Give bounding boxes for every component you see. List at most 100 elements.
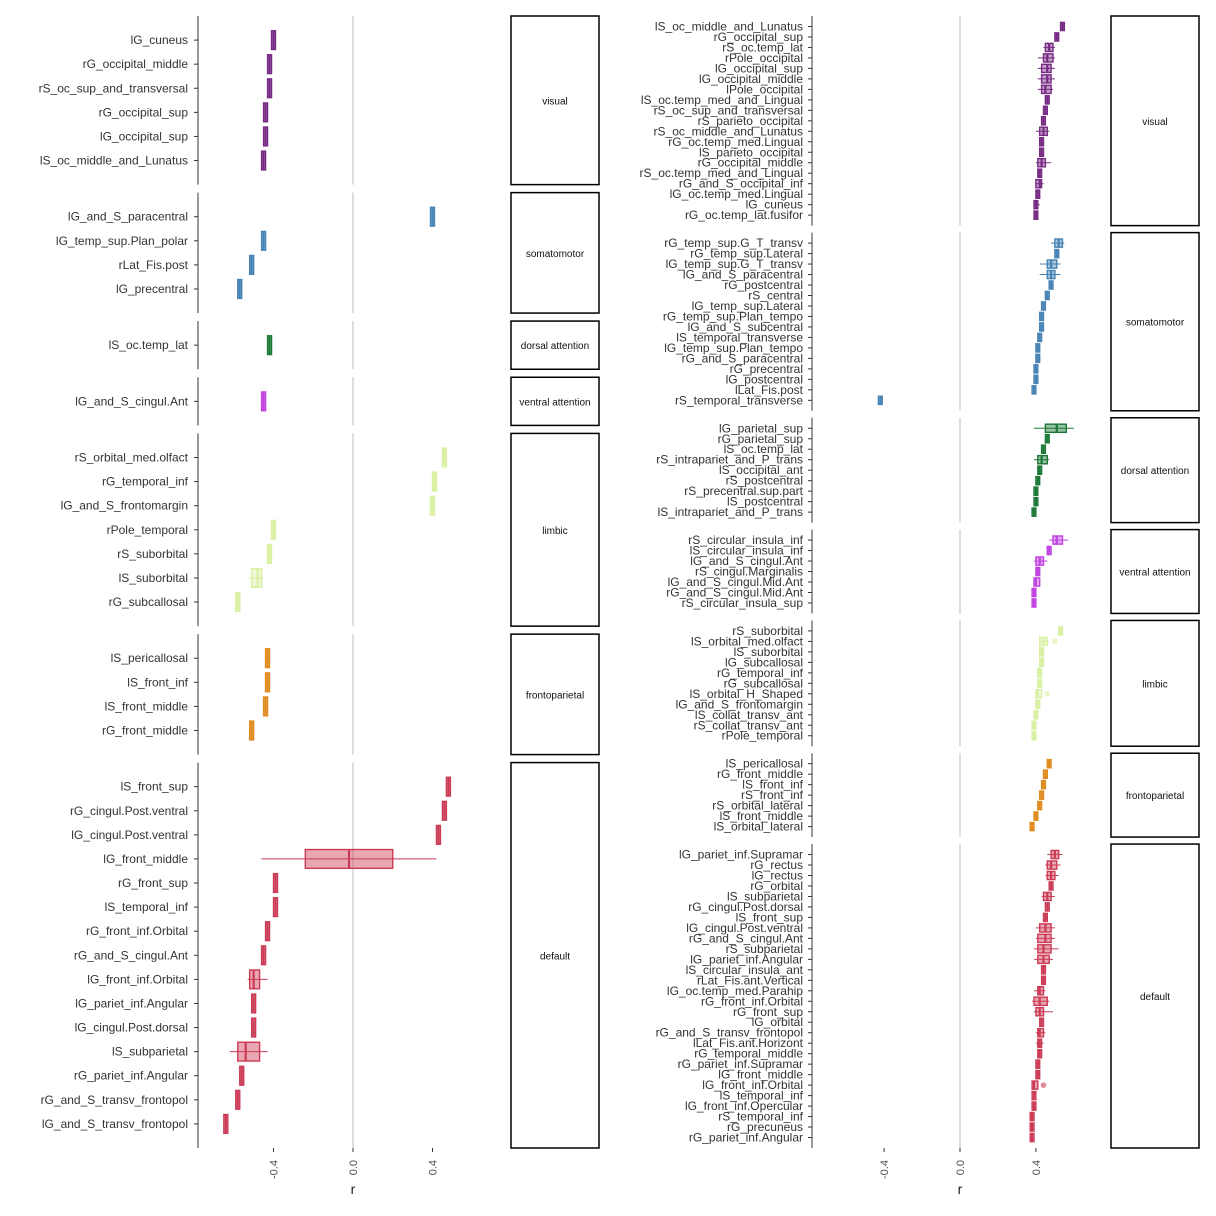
box-item: rG_subcallosal [109, 591, 241, 613]
box-item: rG_front_inf.Orbital [701, 994, 1050, 1008]
y-tick-label: rG_occipital_middle [698, 156, 804, 170]
y-tick-label: rS_oc.temp_lat [722, 40, 803, 54]
y-tick-label: rG_subcallosal [724, 676, 803, 690]
box-item: lS_oc_middle_and_Lunatus [655, 19, 1066, 33]
y-tick-label: lG_and_S_subcentral [688, 320, 803, 334]
facet-strip-label: dorsal attention [1121, 466, 1189, 477]
y-tick-label: rS_temporal_inf [718, 1110, 803, 1124]
y-tick-label: lG_temp_sup.Plan_tempo [664, 341, 803, 355]
box-item: lLat_Fis.post [735, 383, 1037, 397]
y-tick-label: rG_pariet_inf.Angular [74, 1069, 188, 1083]
y-tick-label: rG_occipital_middle [83, 57, 189, 71]
y-tick-label: lLat_Fis.post [735, 383, 804, 397]
y-tick-label: rG_postcentral [724, 278, 803, 292]
y-tick-label: lG_occipital_sup [715, 61, 803, 75]
y-tick-label: rS_orbital_med.olfact [75, 451, 189, 465]
box-item: rG_and_S_transv_frontopol [41, 1089, 241, 1110]
y-tick-label: rS_intrapariet_and_P_trans [656, 453, 803, 467]
y-tick-label: lLat_Fis.ant.Horizont [693, 1036, 804, 1050]
box-item: rG_front_middle [717, 767, 1048, 781]
y-tick-label: rS_circular_insula_inf [688, 533, 803, 547]
y-tick-label: lS_front_sup [121, 780, 189, 794]
box-item: rS_parieto_occipital [698, 114, 1047, 128]
box-item: rG_and_S_cingul.Ant [689, 931, 1055, 945]
y-tick-label: rG_parietal_sup [718, 432, 804, 446]
y-tick-label: lG_cingul.Post.dorsal [75, 1021, 188, 1035]
y-tick-label: lS_front_inf [742, 778, 803, 792]
y-tick-label: lS_circular_insula_inf [690, 544, 804, 558]
box-item: lG_pariet_inf.Angular [690, 952, 1053, 966]
y-tick-label: lG_front_middle [103, 852, 188, 866]
box-item: rS_central [748, 289, 1050, 303]
box-item: lG_front_middle [718, 1068, 1041, 1082]
box-item: rG_oc.temp_med.Lingual [668, 135, 1045, 149]
box-item: rS_oc_sup_and_transversal [39, 78, 273, 99]
y-tick-label: rG_front_middle [717, 767, 803, 781]
box-item: rS_postcentral [726, 474, 1041, 488]
right-panel: visuallS_oc_middle_and_LunatusrG_occipit… [640, 15, 1200, 1197]
box-item: lG_and_S_cingul.Ant [75, 391, 267, 412]
box-item: rS_oc.temp_med_and_Lingual [640, 166, 1043, 180]
box-item: lS_pericallosal [111, 648, 271, 669]
y-tick-label: rS_collat_transv_ant [694, 718, 804, 732]
y-tick-label: lG_cuneus [131, 33, 188, 47]
x-tick-label: 0.4 [427, 1160, 439, 1175]
box-item: rG_temporal_inf [102, 471, 438, 492]
y-tick-label: lS_temporal_inf [720, 1089, 804, 1103]
x-axis-title: r [351, 1181, 356, 1197]
box-item: rG_temp_sup.G_T_transv [664, 236, 1065, 250]
box-item: lG_occipital_sup [100, 126, 269, 147]
y-tick-label: lS_front_sup [736, 910, 804, 924]
box-item: lG_occipital_middle [699, 72, 1055, 86]
y-tick-label: rS_postcentral [726, 474, 803, 488]
box-item: rG_orbital [750, 879, 1054, 893]
box-item: rS_orbital_med.olfact [75, 447, 448, 468]
box-item: lS_collat_transv_ant [695, 708, 1039, 722]
y-tick-label: lG_precentral [116, 282, 188, 296]
outlier-point [1052, 638, 1058, 645]
box-item: lS_front_inf [127, 672, 271, 693]
box-item: rS_front_inf [741, 788, 1045, 802]
box-item: rG_pariet_inf.Supramar [678, 1057, 1041, 1071]
box-item: lG_subcallosal [725, 655, 1045, 669]
box-item: lS_front_inf [742, 778, 1047, 792]
y-tick-label: lPole_occipital [726, 82, 803, 96]
facet-strip-label: ventral attention [1119, 568, 1190, 579]
y-tick-label: rG_temp_sup.Lateral [690, 247, 803, 261]
box-item: rG_postcentral [724, 278, 1054, 292]
y-tick-label: lG_oc.temp_med.Lingual [670, 187, 803, 201]
y-tick-label: lS_orbital_lateral [714, 820, 803, 834]
box-item: rG_precentral [730, 362, 1039, 376]
facet-frontoparietal: frontoparietal lS_pericallosalrG_front_mi… [712, 752, 1200, 838]
facet-strip-label: visual [542, 96, 568, 107]
facet-ventral-attention: ventral attention rS_circular_insula_infl… [666, 528, 1200, 615]
box-item: lG_oc.temp_med.Lingual [670, 187, 1041, 201]
facet-somatomotor: somatomotor lG_and_S_paracentral lG_temp_s… [56, 191, 600, 314]
facet-strip-label: frontoparietal [1126, 791, 1184, 802]
box-item: rS_temporal_inf [718, 1110, 1035, 1124]
box-item: rS_oc_sup_and_transversal [654, 103, 1048, 117]
box-item: rG_cingul.Post.ventral [70, 800, 448, 821]
y-tick-label: rG_and_S_cingul.Mid.Ant [666, 585, 803, 599]
facet-strip [510, 633, 600, 756]
box-item: lG_and_S_cingul.Mid.Ant [668, 575, 1041, 589]
box-item: lS_oc.temp_lat [724, 442, 1047, 456]
box-item: lLat_Fis.ant.Horizont [693, 1036, 1044, 1050]
box-item: lS_front_middle [105, 696, 269, 717]
box-item: rG_occipital_middle [83, 54, 273, 75]
box-item: lS_front_sup [736, 910, 1048, 924]
x-tick-label: -0.4 [269, 1160, 281, 1179]
box-item: lG_pariet_inf.Angular [75, 993, 257, 1014]
x-tick-label: 0.0 [955, 1160, 967, 1175]
facet-limbic: limbic rS_orbital_med.olfact rG_temporal_i… [61, 432, 600, 627]
y-tick-label: lS_oc_middle_and_Lunatus [655, 19, 803, 33]
y-tick-label: rG_and_S_transv_frontopol [656, 1026, 803, 1040]
y-tick-label: rG_pariet_inf.Supramar [678, 1057, 803, 1071]
y-tick-label: lG_pariet_inf.Supramar [679, 848, 803, 862]
box-item: lG_and_S_paracentral [68, 206, 436, 227]
left-panel: visual lG_cuneus rG_occipital_middle rS_oc_… [39, 15, 600, 1197]
y-tick-label: lG_and_S_cingul.Ant [690, 554, 803, 568]
facet-strip-label: limbic [542, 526, 568, 537]
box-item: rG_temp_sup.Plan_tempo [663, 309, 1045, 323]
